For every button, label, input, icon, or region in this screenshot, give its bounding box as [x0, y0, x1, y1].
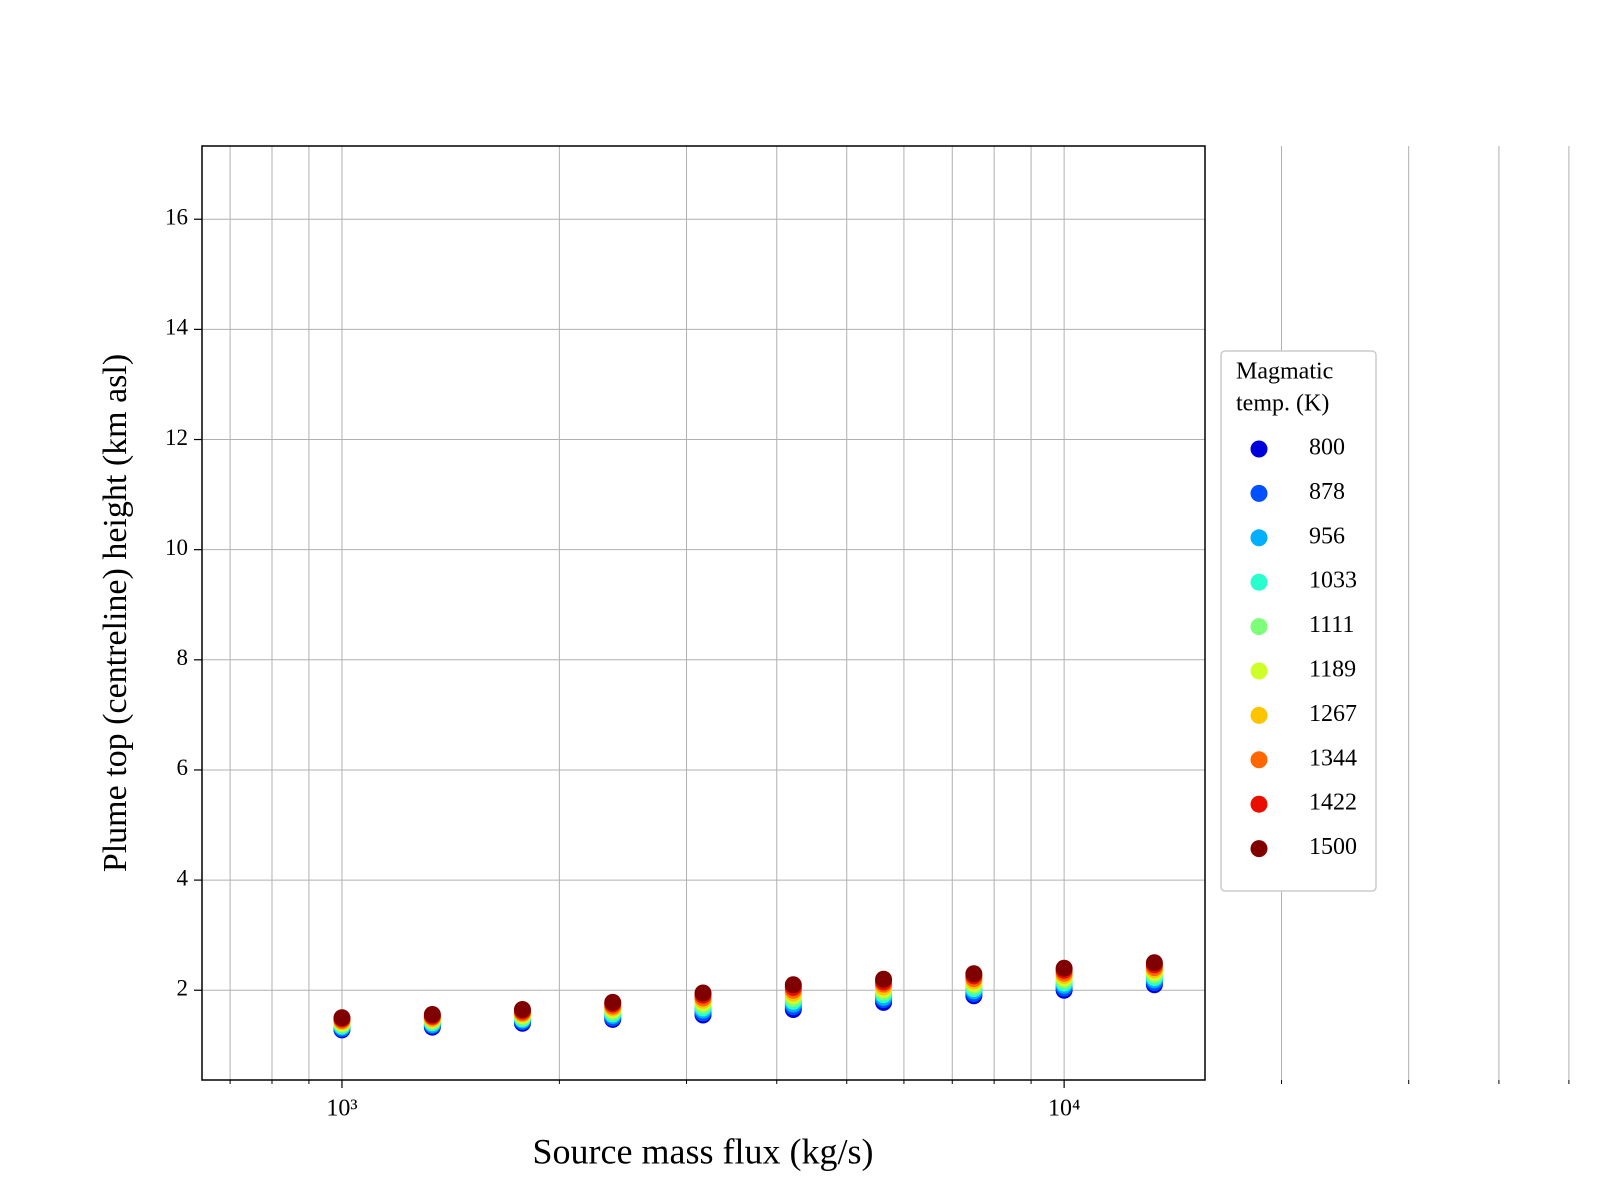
legend-marker — [1250, 440, 1268, 458]
point — [1236, 948, 1253, 965]
point — [1236, 955, 1253, 972]
point — [1507, 911, 1524, 928]
point — [1417, 932, 1434, 949]
legend-label: 1189 — [1309, 657, 1356, 683]
point — [1507, 951, 1524, 968]
point — [1417, 947, 1434, 964]
point — [1507, 899, 1524, 916]
legend-label: 1500 — [1309, 834, 1357, 860]
y-tick-label: 16 — [165, 205, 188, 230]
legend-label: 1033 — [1309, 568, 1357, 594]
point — [333, 1009, 351, 1027]
plot-area — [333, 899, 1524, 1039]
y-axis-label: Plume top (centreline) height (km asl) — [97, 354, 134, 872]
point — [1236, 958, 1253, 975]
point — [1236, 966, 1253, 983]
point — [1507, 940, 1524, 957]
point — [965, 965, 983, 983]
y-tick-label: 8 — [177, 645, 189, 670]
legend-label: 800 — [1309, 435, 1345, 461]
point — [1326, 962, 1343, 979]
point — [1055, 959, 1073, 977]
point — [1326, 941, 1343, 958]
point — [1507, 917, 1524, 934]
plot-frame — [201, 145, 1206, 1081]
point — [1507, 945, 1524, 962]
x-tick-label: 10³ — [326, 1096, 357, 1122]
point — [1236, 960, 1253, 977]
point — [1507, 922, 1524, 939]
point — [1236, 968, 1253, 985]
legend-label: 878 — [1309, 479, 1345, 505]
point — [1326, 953, 1343, 970]
point — [1326, 959, 1343, 976]
y-tick-label: 14 — [165, 315, 189, 340]
legend-label: 1422 — [1309, 790, 1357, 816]
legend-marker — [1250, 484, 1268, 502]
legend-marker — [1250, 573, 1268, 591]
point — [1326, 965, 1343, 982]
legend-label: 1267 — [1309, 701, 1357, 727]
point — [1417, 924, 1434, 941]
point — [1236, 963, 1253, 980]
point — [1326, 944, 1343, 961]
legend-marker — [1250, 706, 1268, 724]
point — [1507, 934, 1524, 951]
point — [604, 993, 622, 1011]
legend-marker — [1250, 618, 1268, 636]
legend-title: temp. (K) — [1236, 391, 1329, 417]
point — [423, 1005, 441, 1023]
point — [1417, 939, 1434, 956]
point — [875, 970, 893, 988]
legend-title: Magmatic — [1236, 359, 1333, 385]
point — [1326, 947, 1343, 964]
point — [1326, 956, 1343, 973]
point — [1236, 950, 1253, 967]
point — [1417, 943, 1434, 960]
point — [1326, 950, 1343, 967]
point — [1507, 928, 1524, 945]
point — [1417, 955, 1434, 972]
point — [513, 1001, 531, 1019]
y-tick-label: 10 — [165, 535, 188, 560]
y-tick-label: 4 — [177, 865, 189, 890]
y-tick-label: 12 — [165, 425, 188, 450]
point — [1236, 971, 1253, 988]
point — [1417, 951, 1434, 968]
point — [1507, 905, 1524, 922]
legend-label: 1344 — [1309, 745, 1357, 771]
point — [784, 976, 802, 994]
point — [694, 984, 712, 1002]
point — [1145, 954, 1163, 972]
x-axis-label: Source mass flux (kg/s) — [533, 1131, 874, 1171]
legend-label: 956 — [1309, 523, 1345, 549]
legend-label: 1111 — [1309, 612, 1354, 638]
y-tick-label: 2 — [177, 976, 189, 1001]
legend-marker — [1250, 795, 1268, 813]
point — [1417, 935, 1434, 952]
y-tick-label: 6 — [177, 755, 189, 780]
legend-marker — [1250, 751, 1268, 769]
point — [1417, 928, 1434, 945]
point — [1417, 959, 1434, 976]
legend-marker — [1250, 662, 1268, 680]
point — [1236, 953, 1253, 970]
legend-marker — [1250, 840, 1268, 858]
point — [1326, 938, 1343, 955]
x-tick-label: 10⁴ — [1048, 1096, 1080, 1122]
legend-marker — [1250, 529, 1268, 547]
